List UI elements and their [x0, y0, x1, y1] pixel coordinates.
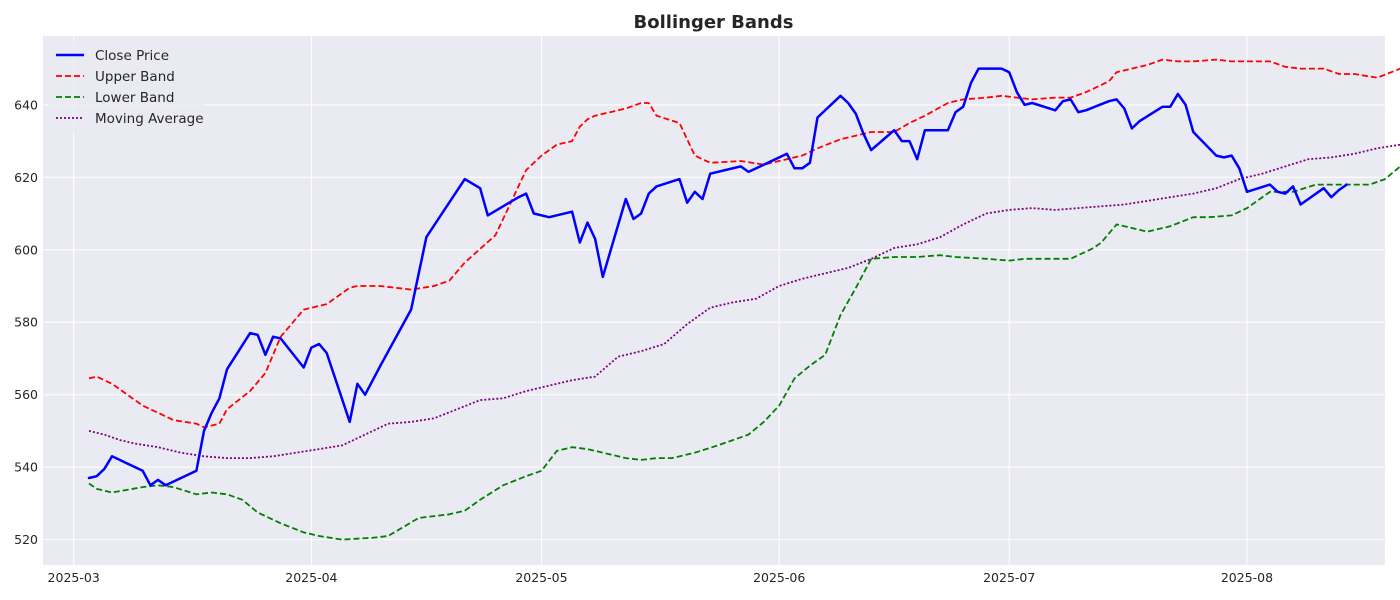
y-tick-label: 560: [14, 387, 38, 402]
grid-lines: [43, 36, 1385, 565]
x-tick-label: 2025-07: [983, 570, 1035, 585]
series-line-upper-band: [88, 58, 1400, 429]
series-layer: [87, 58, 1400, 541]
x-tick-label: 2025-05: [515, 570, 567, 585]
series-line-close-price: [87, 67, 1348, 487]
chart-title: Bollinger Bands: [634, 12, 794, 33]
x-tick-label: 2025-08: [1221, 570, 1273, 585]
x-tick-label: 2025-06: [753, 570, 805, 585]
y-tick-label: 580: [14, 315, 38, 330]
y-axis: 520 540 560 580 600 620 640: [14, 97, 38, 547]
x-axis: 2025-03 2025-04 2025-05 2025-06 2025-07 2025-…: [48, 570, 1274, 585]
legend-label-close-price: Close Price: [95, 48, 169, 64]
legend-label-upper-band: Upper Band: [95, 69, 175, 85]
y-tick-label: 540: [14, 460, 38, 475]
y-tick-label: 600: [14, 242, 38, 257]
x-tick-label: 2025-03: [48, 570, 100, 585]
y-tick-label: 640: [14, 97, 38, 112]
legend-label-moving-average: Moving Average: [95, 111, 204, 127]
x-tick-label: 2025-04: [285, 570, 337, 585]
legend: Close Price Upper Band Lower Band Moving…: [48, 41, 204, 133]
y-tick-label: 520: [14, 532, 38, 547]
series-line-lower-band: [88, 165, 1400, 541]
legend-label-lower-band: Lower Band: [95, 90, 174, 106]
y-tick-label: 620: [14, 170, 38, 185]
plot-area: [43, 36, 1385, 565]
